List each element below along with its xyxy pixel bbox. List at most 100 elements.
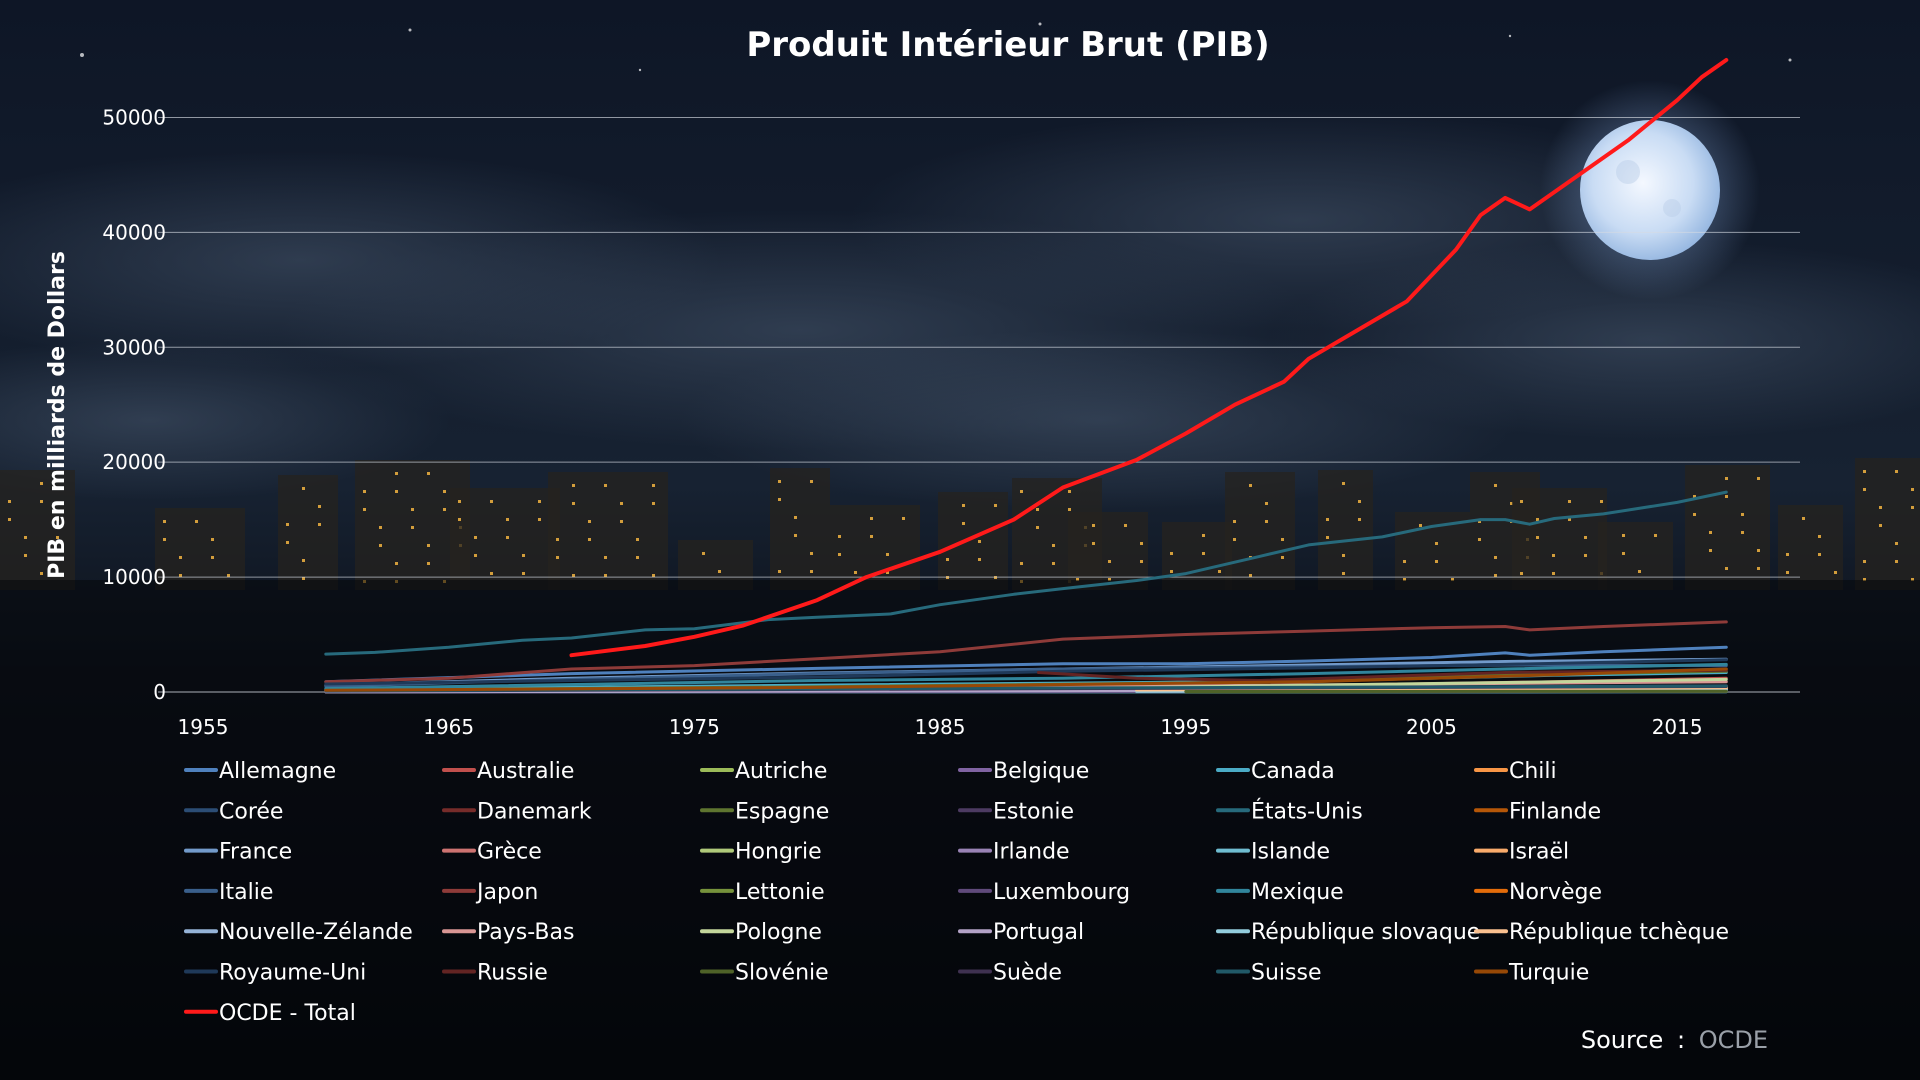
legend-item: Italie — [184, 880, 273, 905]
plot-lines — [324, 58, 1729, 694]
legend-label: Hongrie — [735, 840, 822, 865]
legend-item: Portugal — [958, 920, 1084, 945]
legend-label: Estonie — [993, 799, 1074, 824]
series-line-30 — [324, 658, 1728, 686]
x-tick-label: 2015 — [1652, 715, 1703, 739]
legend-item: Suisse — [1216, 961, 1321, 986]
legend-item: Grèce — [442, 840, 542, 865]
legend-label: États-Unis — [1251, 798, 1363, 824]
legend-label: Israël — [1509, 840, 1569, 865]
legend-label: Canada — [1251, 759, 1335, 784]
legend-item: Turquie — [1474, 961, 1589, 986]
legend-label: Slovénie — [735, 961, 829, 986]
legend-label: Australie — [477, 759, 574, 784]
legend-item: République tchèque — [1474, 920, 1729, 945]
legend-item: Mexique — [1216, 880, 1344, 905]
y-tick-label: 0 — [153, 680, 166, 704]
legend-label: Royaume-Uni — [219, 961, 366, 986]
legend-label: Suède — [993, 961, 1062, 986]
legend-item: Espagne — [700, 799, 829, 824]
legend-label: Portugal — [993, 920, 1084, 945]
legend-item: Estonie — [958, 799, 1074, 824]
legend-label: Espagne — [735, 799, 829, 824]
series-line-0 — [324, 645, 1728, 684]
source-separator: : — [1677, 1026, 1685, 1054]
source-note: Source : OCDE — [1581, 1026, 1768, 1054]
source-value: OCDE — [1699, 1026, 1768, 1054]
y-tick-label: 30000 — [102, 335, 166, 359]
legend-item: Suède — [958, 961, 1062, 986]
legend-item: Irlande — [958, 840, 1070, 865]
legend-item: Canada — [1216, 759, 1335, 784]
y-axis-title: PIB en milliards de Dollars — [45, 251, 70, 579]
legend-item: Japon — [442, 880, 538, 905]
legend-label: Finlande — [1509, 799, 1601, 824]
legend-item: Belgique — [958, 759, 1089, 784]
legend-label: Japon — [475, 880, 538, 905]
clouds — [0, 110, 1920, 510]
legend-item: Danemark — [442, 799, 592, 824]
legend-item: Allemagne — [184, 759, 336, 784]
legend-item: Royaume-Uni — [184, 961, 366, 986]
legend-item: Pays-Bas — [442, 920, 574, 945]
legend-item: OCDE - Total — [184, 1001, 356, 1026]
stars — [80, 22, 1792, 72]
legend-item: Russie — [442, 961, 548, 986]
legend-label: Turquie — [1508, 961, 1589, 986]
legend-item: Chili — [1474, 759, 1557, 784]
x-tick-label: 2005 — [1406, 715, 1457, 739]
legend-label: Chili — [1509, 759, 1557, 784]
series-line-35 — [324, 667, 1728, 692]
series-line-10 — [324, 490, 1728, 656]
y-tick-label: 40000 — [102, 220, 166, 244]
moon — [1540, 80, 1760, 300]
y-tick-label: 10000 — [102, 565, 166, 589]
legend-label: République slovaque — [1251, 920, 1480, 945]
series-line-22 — [324, 662, 1728, 691]
legend-label: Grèce — [477, 840, 542, 865]
legend-label: Mexique — [1251, 880, 1344, 905]
legend-item: Israël — [1474, 840, 1569, 865]
legend-label: Lettonie — [735, 880, 825, 905]
legend-label: Irlande — [993, 840, 1070, 865]
legend-label: Luxembourg — [993, 880, 1130, 905]
y-axis-ticks: 0 10000 20000 30000 40000 50000 — [102, 105, 166, 704]
legend-label: Allemagne — [219, 759, 336, 784]
series-line-19 — [324, 620, 1728, 684]
legend-item: États-Unis — [1216, 798, 1363, 824]
legend-item: Hongrie — [700, 840, 822, 865]
legend-label: OCDE - Total — [219, 1001, 356, 1026]
legend-item: Pologne — [700, 920, 822, 945]
legend-label: Nouvelle-Zélande — [219, 920, 413, 945]
legend-label: Pologne — [735, 920, 822, 945]
legend-label: Suisse — [1251, 961, 1321, 986]
legend: Allemagne Australie Autriche Belgique Canada… — [184, 759, 1729, 1026]
legend-label: Danemark — [477, 799, 592, 824]
x-tick-label: 1995 — [1160, 715, 1211, 739]
x-tick-label: 1965 — [423, 715, 474, 739]
x-tick-label: 1955 — [178, 715, 229, 739]
legend-item: Nouvelle-Zélande — [184, 920, 413, 945]
legend-label: Italie — [219, 880, 273, 905]
legend-item: Australie — [442, 759, 574, 784]
source-label: Source — [1581, 1026, 1663, 1054]
chart-title: Produit Intérieur Brut (PIB) — [746, 25, 1269, 65]
legend-item: Lettonie — [700, 880, 825, 905]
legend-label: Russie — [477, 961, 548, 986]
legend-label: Islande — [1251, 840, 1330, 865]
legend-item: Corée — [184, 799, 283, 824]
series-line-36 — [569, 58, 1729, 658]
series-line-31 — [1036, 668, 1728, 682]
legend-item: Finlande — [1474, 799, 1601, 824]
legend-item: Autriche — [700, 759, 827, 784]
x-tick-label: 1975 — [669, 715, 720, 739]
legend-item: Islande — [1216, 840, 1330, 865]
legend-label: Pays-Bas — [477, 920, 574, 945]
legend-label: Norvège — [1509, 880, 1602, 905]
legend-label: Corée — [219, 799, 283, 824]
legend-label: Belgique — [993, 759, 1089, 784]
legend-item: Norvège — [1474, 880, 1602, 905]
legend-item: Slovénie — [700, 961, 829, 986]
legend-label: République tchèque — [1509, 920, 1729, 945]
